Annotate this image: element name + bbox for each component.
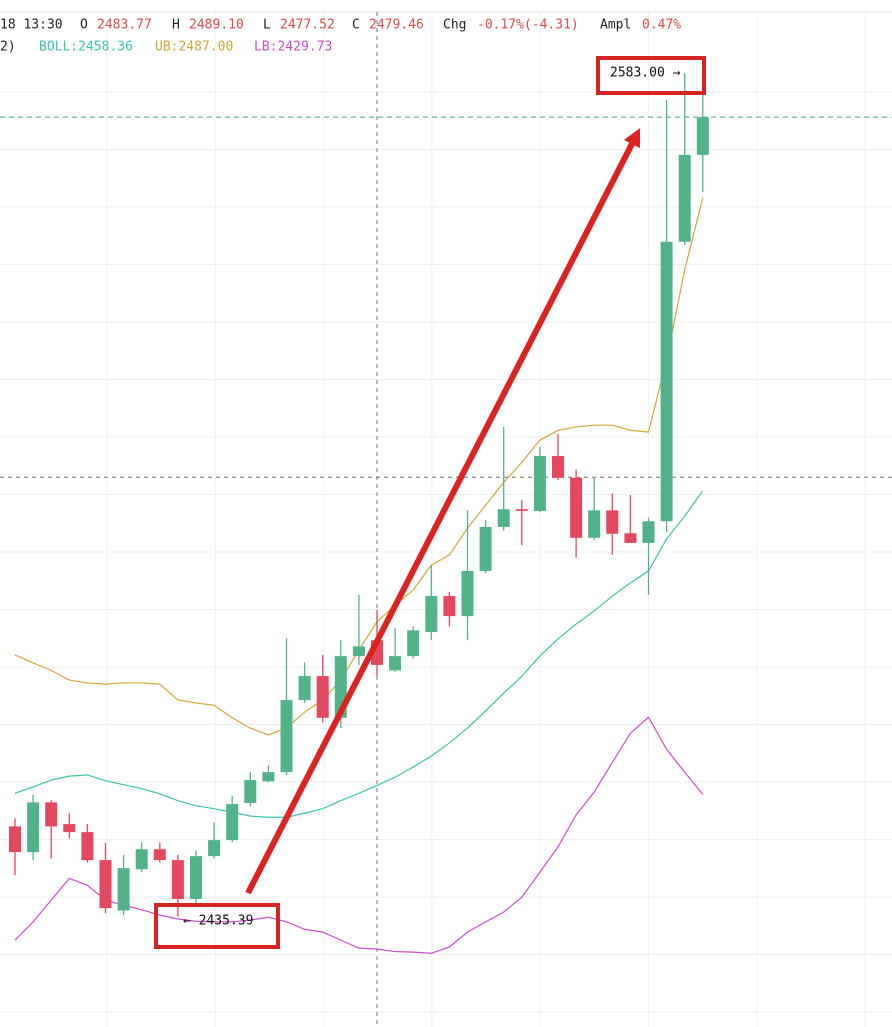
annotation-box [596,56,706,95]
candle-body [280,700,293,773]
candle-body [624,533,637,543]
grid [0,12,892,1027]
candle-body [352,646,365,657]
annotation-label: 2583.00 → [610,66,681,81]
indicator-line [14,716,704,954]
candle-body [696,117,709,155]
candle-body [660,241,673,522]
candle-body [389,656,402,671]
candle-body [171,860,184,899]
candle-body [316,676,329,718]
indicator-line [14,490,704,818]
candle-body [678,154,691,242]
header: 18 13:30 O 2483.77 H 2489.10 L 2477.52 C 2479.46… [0,18,681,55]
field-label: O [80,18,88,33]
legend-entry: UB:2487.00 [155,40,233,55]
candle-body [63,824,76,833]
candle-body [9,826,21,853]
candle-body [135,849,148,870]
candle-body [497,509,510,527]
header-time: 18 13:30 [0,18,63,33]
candle-body [81,832,94,861]
candle-body [515,509,528,511]
candle-body [262,772,275,782]
legend-entry: BOLL:2458.36 [39,40,133,55]
candle-body [27,802,40,853]
arrow [245,127,641,895]
candle-body [244,780,257,803]
candle-body [117,868,130,911]
field-label: Chg [443,18,466,33]
plot: 2583.00 → ← 2435.39 [0,12,892,1027]
field-value: 2489.10 [189,18,244,33]
field-label: C [352,18,360,33]
candle-body [570,477,583,538]
candle-body [153,849,166,861]
candle-body [190,856,202,899]
annotation-box [154,903,280,949]
field-value: 0.47% [642,18,681,33]
candle-body [479,526,492,571]
field-value: 2479.46 [369,18,424,33]
field-label: L [263,18,271,33]
candle-body [208,840,221,857]
field-value: -0.17%(-4.31) [477,18,579,33]
candle-body [443,596,456,617]
field-value: 2483.77 [97,18,152,33]
candle-body [588,510,601,538]
field-value: 2477.52 [280,18,335,33]
candle-body [99,860,112,909]
candle-body [45,802,58,827]
candle-body [298,676,311,701]
field-label: H [172,18,180,33]
candle-body [552,456,564,478]
candle-body [606,510,619,534]
legend-entry: LB:2429.73 [254,40,332,55]
field-label: Ampl [600,18,631,33]
indicator-prefix: 2) [0,40,16,55]
candle-body [533,456,546,511]
candle-body [425,596,438,633]
candle-body [642,521,655,543]
candle-body [226,804,239,841]
candle-body [461,570,474,617]
candle-body [407,630,420,657]
annotation-label: ← 2435.39 [183,913,253,928]
